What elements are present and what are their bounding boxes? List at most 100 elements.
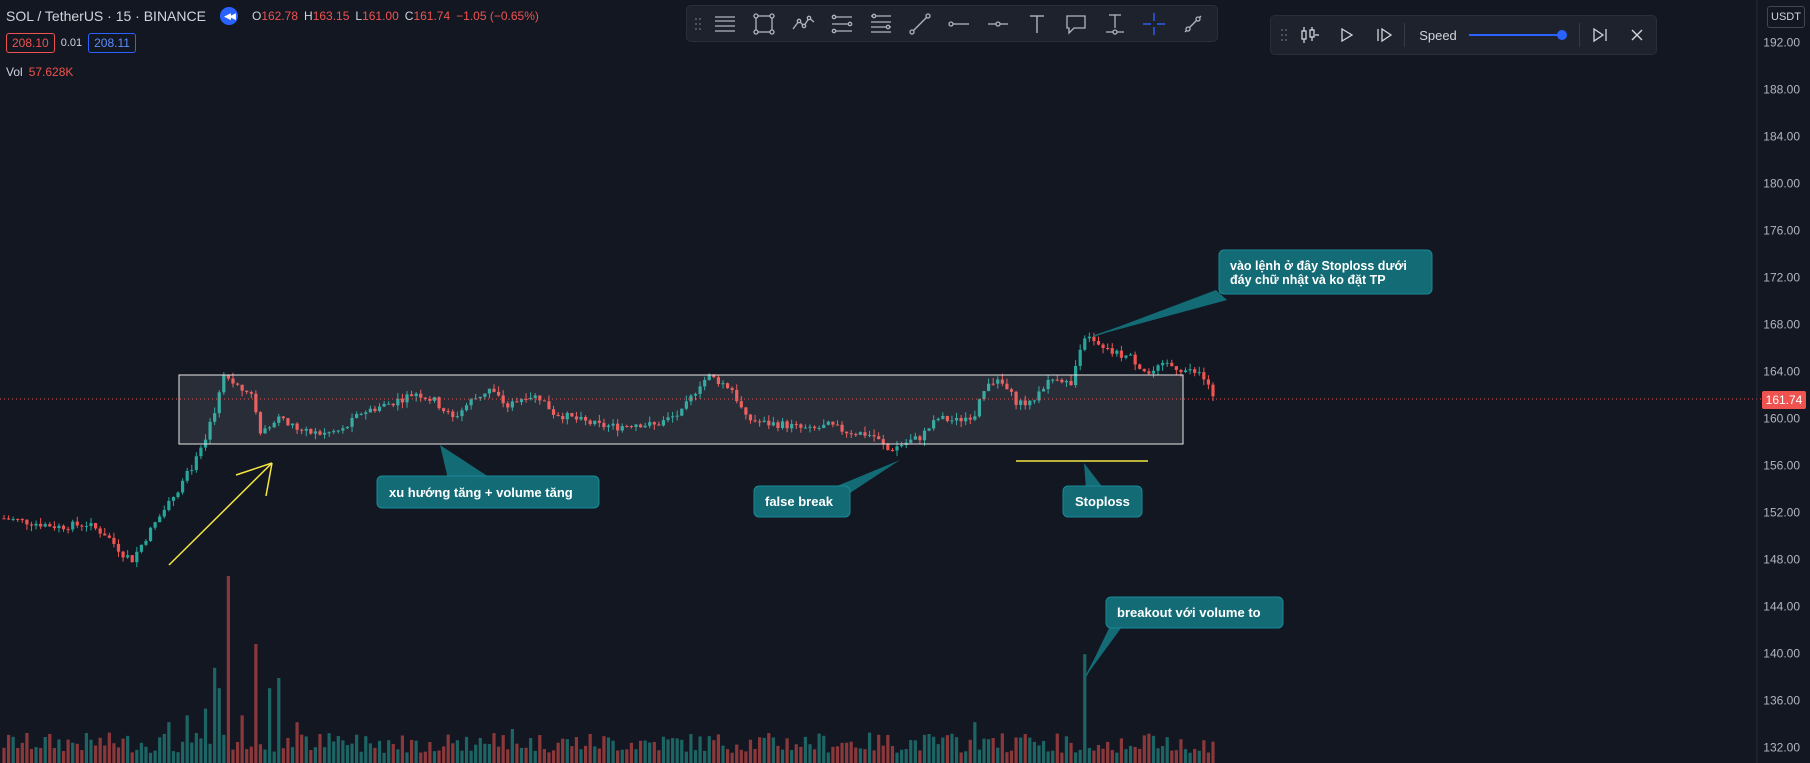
volume-bar bbox=[1147, 733, 1151, 763]
replay-rewind-icon[interactable]: ◀◀ bbox=[219, 7, 238, 25]
candle bbox=[812, 425, 817, 431]
volume-bar bbox=[872, 750, 876, 763]
candle bbox=[496, 386, 501, 397]
volume-bar bbox=[1060, 752, 1064, 763]
select-bar-icon[interactable] bbox=[1291, 18, 1328, 52]
volume-bar bbox=[107, 732, 111, 763]
price-axis[interactable]: 192.00 188.00 184.00 180.00 176.00 172.00 168.… bbox=[1763, 36, 1800, 755]
candle bbox=[918, 434, 922, 445]
speed-slider-handle[interactable] bbox=[1556, 30, 1567, 40]
uptrend-arrow[interactable] bbox=[168, 462, 273, 566]
buy-price-button[interactable]: 208.11 bbox=[88, 33, 136, 53]
horizontal-ray-icon[interactable] bbox=[939, 7, 978, 40]
text-icon[interactable] bbox=[1017, 7, 1056, 40]
volume-bar bbox=[492, 733, 496, 763]
volume-bar bbox=[20, 742, 24, 763]
callout-icon[interactable] bbox=[1056, 7, 1095, 40]
symbol-title[interactable]: SOL / TetherUS · 15 · BINANCE bbox=[6, 8, 206, 24]
speed-label: Speed bbox=[1419, 27, 1457, 43]
callout-false-break[interactable]: false break bbox=[753, 485, 851, 518]
candle bbox=[1101, 343, 1105, 354]
candle bbox=[377, 403, 382, 413]
candle bbox=[1087, 332, 1091, 343]
candle bbox=[675, 410, 679, 421]
candle bbox=[835, 420, 840, 426]
volume-bar bbox=[203, 708, 208, 763]
candle bbox=[235, 382, 240, 386]
step-forward-icon[interactable] bbox=[1365, 18, 1402, 52]
play-icon[interactable] bbox=[1328, 18, 1365, 52]
candle bbox=[1193, 366, 1197, 377]
callout-breakout-text: breakout với volume to bbox=[1117, 605, 1261, 620]
rectangle-icon[interactable] bbox=[744, 7, 783, 40]
trend-line-icon[interactable] bbox=[900, 7, 939, 40]
volume-bar bbox=[355, 734, 359, 763]
close-icon[interactable] bbox=[1619, 18, 1656, 52]
volume-bar bbox=[643, 740, 647, 763]
volume-bar bbox=[1110, 750, 1114, 763]
candle bbox=[350, 413, 354, 433]
brush-icon[interactable] bbox=[1173, 7, 1212, 40]
range-rectangle[interactable] bbox=[178, 374, 1184, 445]
candle bbox=[194, 452, 198, 473]
candle bbox=[803, 424, 808, 429]
currency-button[interactable]: USDT bbox=[1767, 6, 1805, 28]
volume-bar bbox=[1142, 735, 1146, 763]
sell-price-button[interactable]: 208.10 bbox=[6, 33, 55, 53]
volume-bar bbox=[80, 750, 84, 763]
volume-legend[interactable]: Vol 57.628K bbox=[6, 65, 73, 79]
parallel-channel-icon[interactable] bbox=[822, 7, 861, 40]
callout-entry[interactable]: vào lệnh ở đây Stoploss dưới đáy chữ nhậ… bbox=[1218, 249, 1433, 295]
candle bbox=[144, 538, 148, 547]
volume-bar bbox=[446, 734, 450, 763]
volume-bar bbox=[987, 739, 991, 763]
horizontal-line-icon[interactable] bbox=[978, 7, 1017, 40]
horizontal-lines-icon[interactable] bbox=[705, 7, 744, 40]
candle bbox=[776, 420, 780, 432]
jump-to-realtime-icon[interactable] bbox=[1582, 18, 1619, 52]
speed-slider-track[interactable] bbox=[1468, 34, 1565, 36]
candle bbox=[1106, 343, 1110, 351]
candle bbox=[890, 447, 895, 452]
volume-bar bbox=[666, 739, 670, 763]
candle bbox=[290, 423, 295, 429]
candle bbox=[1188, 363, 1192, 375]
candle bbox=[831, 421, 835, 428]
candle bbox=[854, 432, 858, 437]
callout-breakout[interactable]: breakout với volume to bbox=[1105, 596, 1284, 629]
drag-handle-icon[interactable] bbox=[1277, 25, 1291, 45]
candle bbox=[16, 518, 20, 523]
drag-handle-icon[interactable] bbox=[691, 14, 705, 34]
candle bbox=[213, 407, 217, 426]
path-icon[interactable] bbox=[783, 7, 822, 40]
candle bbox=[268, 425, 272, 431]
volume-bar bbox=[345, 745, 350, 763]
crosshair-icon[interactable] bbox=[1134, 7, 1173, 40]
price-tick-label: 192.00 bbox=[1763, 36, 1800, 50]
volume-bar bbox=[391, 743, 395, 763]
volume-bar bbox=[753, 749, 757, 763]
volume-bar bbox=[1165, 737, 1169, 763]
volume-bar bbox=[25, 733, 29, 763]
speed-slider[interactable] bbox=[1468, 28, 1567, 42]
volume-bar bbox=[93, 745, 98, 763]
volume-bar bbox=[748, 739, 753, 763]
candle bbox=[1096, 336, 1101, 346]
candle bbox=[671, 411, 675, 423]
volume-bar bbox=[1183, 749, 1188, 763]
anchored-text-icon[interactable] bbox=[1095, 7, 1134, 40]
volume-bar bbox=[112, 743, 116, 763]
candle bbox=[1124, 355, 1128, 360]
volume-bar bbox=[785, 738, 789, 763]
price-tick-label: 164.00 bbox=[1763, 365, 1800, 379]
callout-stoploss[interactable]: Stoploss bbox=[1062, 485, 1143, 518]
candle bbox=[1161, 360, 1165, 371]
candle bbox=[606, 423, 611, 432]
callout-trend[interactable]: xu hướng tăng + volume tăng bbox=[376, 475, 600, 509]
candle bbox=[442, 407, 446, 414]
volume-bar bbox=[1193, 748, 1197, 763]
volume-bar bbox=[620, 749, 624, 763]
fib-channel-icon[interactable] bbox=[861, 7, 900, 40]
volume-bar bbox=[684, 751, 688, 763]
